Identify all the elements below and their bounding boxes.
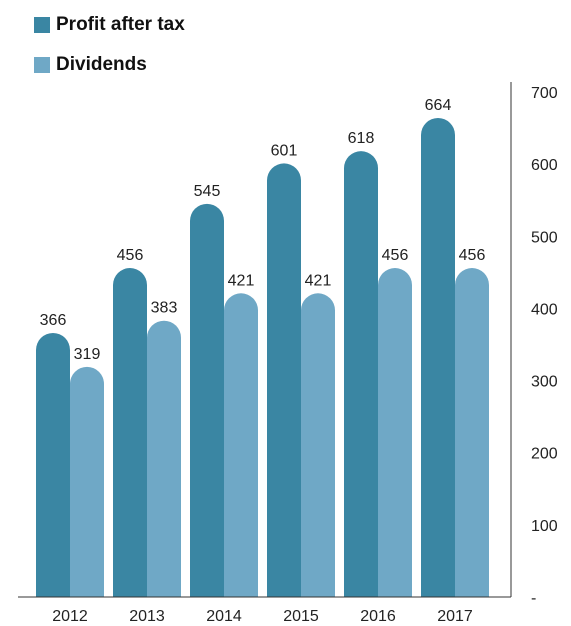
bar-dividends-2014 (224, 293, 258, 597)
y-tick-label-300: 300 (531, 374, 558, 391)
data-label-profit-2014: 545 (194, 183, 221, 200)
bar-profit-2014 (190, 203, 224, 598)
x-tick-label-2017: 2017 (437, 608, 473, 625)
x-tick-label-2015: 2015 (283, 608, 319, 625)
legend-label-dividends: Dividends (56, 54, 147, 75)
bars-group (36, 117, 489, 598)
legend-item-profit: Profit after tax (34, 12, 185, 38)
data-label-dividends-2014: 421 (228, 272, 255, 289)
bar-dividends-2013 (147, 320, 181, 597)
bar-profit-2017 (421, 117, 455, 597)
y-tick-label-200: 200 (531, 446, 558, 463)
y-tick-label-100: 100 (531, 518, 558, 535)
bar-profit-2012 (36, 332, 70, 597)
data-label-profit-2012: 366 (40, 312, 67, 329)
legend-swatch-dividends (34, 57, 50, 73)
bar-dividends-2017 (455, 268, 489, 597)
data-label-dividends-2012: 319 (74, 346, 101, 363)
data-labels-group: 366 319 456 383 545 421 601 421 618 456 664 456 (40, 97, 486, 363)
y-tick-labels: - 100 200 300 400 500 600 700 (531, 85, 558, 607)
x-tick-label-2013: 2013 (129, 608, 165, 625)
x-tick-label-2016: 2016 (360, 608, 396, 625)
data-label-profit-2016: 618 (348, 130, 375, 147)
y-tick-label-700: 700 (531, 85, 558, 102)
x-tick-labels: 2012 2013 2014 2015 2016 2017 (52, 608, 473, 625)
data-label-dividends-2016: 456 (382, 247, 409, 264)
data-label-profit-2013: 456 (117, 247, 144, 264)
data-label-dividends-2017: 456 (459, 247, 486, 264)
bar-profit-2013 (113, 268, 147, 597)
bar-dividends-2015 (301, 293, 335, 597)
x-tick-label-2014: 2014 (206, 608, 242, 625)
bar-profit-2015 (267, 163, 301, 597)
x-tick-label-2012: 2012 (52, 608, 88, 625)
y-tick-label-600: 600 (531, 157, 558, 174)
y-tick-label-500: 500 (531, 229, 558, 246)
y-tick-label-0: - (531, 590, 536, 607)
data-label-profit-2017: 664 (425, 97, 452, 114)
legend: Profit after tax Dividends (34, 12, 185, 92)
legend-label-profit: Profit after tax (56, 14, 185, 35)
y-tick-label-400: 400 (531, 301, 558, 318)
legend-swatch-profit (34, 17, 50, 33)
legend-item-dividends: Dividends (34, 52, 185, 78)
data-label-dividends-2013: 383 (151, 300, 178, 317)
bar-dividends-2016 (378, 268, 412, 597)
data-label-profit-2015: 601 (271, 142, 298, 159)
data-label-dividends-2015: 421 (305, 272, 332, 289)
bar-dividends-2012 (70, 366, 104, 597)
bar-profit-2016 (344, 151, 378, 597)
